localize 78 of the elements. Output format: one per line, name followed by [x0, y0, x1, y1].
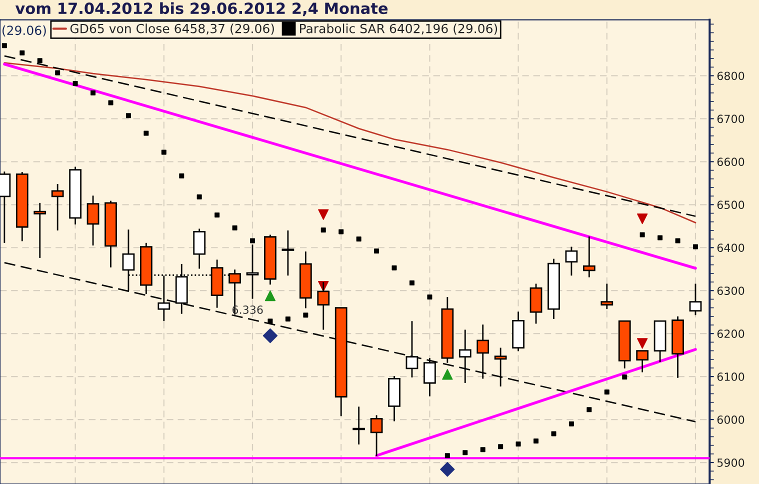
- point: [637, 214, 648, 224]
- y-tick-label: 6600: [717, 158, 744, 166]
- point: [462, 450, 468, 456]
- point: [303, 312, 308, 318]
- candlestick: [406, 320, 418, 378]
- point: [658, 235, 663, 240]
- candlestick: [370, 414, 383, 457]
- legend-label: Parabolic SAR 6402,196 (29.06): [300, 24, 498, 35]
- point: [250, 238, 256, 244]
- y-tick-label: 6500: [717, 200, 744, 210]
- point: [55, 70, 60, 76]
- point: [427, 294, 432, 300]
- point: [320, 228, 326, 233]
- y-tick-label: 6700: [717, 114, 744, 124]
- candlestick: [476, 324, 490, 380]
- y-tick-label: 6000: [717, 416, 744, 424]
- candlestick: [193, 228, 206, 270]
- point: [144, 130, 149, 136]
- candlestick: [34, 202, 46, 259]
- annotation: (29.06): [2, 25, 46, 37]
- point: [498, 444, 504, 450]
- point: [444, 453, 450, 458]
- point: [179, 173, 184, 178]
- point: [374, 248, 380, 254]
- point: [72, 80, 78, 86]
- y-tick-label: 6800: [717, 72, 744, 80]
- point: [20, 50, 25, 56]
- point: [675, 238, 680, 244]
- point: [268, 318, 273, 324]
- point: [534, 438, 539, 444]
- point: [126, 113, 131, 118]
- point: [440, 462, 455, 477]
- point: [622, 374, 628, 380]
- y-tick-label: 6400: [717, 244, 744, 252]
- point: [90, 90, 96, 96]
- candlestick: [582, 236, 596, 278]
- point: [356, 236, 362, 242]
- point: [262, 328, 278, 344]
- chart-title: vom 17.04.2012 bis 29.06.2012 2,4 Monate: [15, 2, 388, 16]
- candlestick: [600, 283, 614, 310]
- point: [2, 43, 7, 48]
- point: [586, 407, 592, 412]
- candlestick: [458, 329, 472, 384]
- candlestick: [565, 246, 578, 276]
- candlestick: [282, 230, 294, 276]
- point: [551, 431, 556, 436]
- point: [264, 290, 276, 302]
- point: [338, 229, 344, 234]
- point: [442, 369, 453, 380]
- y-tick-label: 6200: [717, 330, 744, 338]
- point: [409, 280, 414, 286]
- candlestick: [352, 406, 366, 446]
- point: [568, 421, 574, 426]
- candlestick: [86, 194, 100, 246]
- y-tick-label: 6100: [717, 372, 744, 381]
- candlestick: [424, 357, 436, 398]
- point: [161, 150, 166, 155]
- point: [108, 100, 114, 106]
- point: [692, 244, 698, 250]
- point: [214, 212, 220, 218]
- candlestick: [689, 283, 702, 316]
- point: [285, 316, 290, 322]
- y-tick-label: 6300: [717, 286, 744, 295]
- point: [37, 58, 42, 64]
- point: [604, 390, 610, 395]
- point: [480, 447, 486, 452]
- candlestick: [51, 183, 64, 232]
- point: [392, 265, 397, 270]
- legend-label: GD65 von Close 6458,37 (29.06): [70, 24, 274, 35]
- candlestick: [636, 350, 649, 373]
- point: [640, 232, 645, 238]
- point: [637, 338, 648, 349]
- point: [318, 209, 329, 220]
- y-tick-label: 5900: [717, 458, 744, 467]
- point: [196, 194, 202, 200]
- point: [232, 225, 238, 230]
- candlestick: [494, 347, 507, 388]
- point: [516, 442, 521, 447]
